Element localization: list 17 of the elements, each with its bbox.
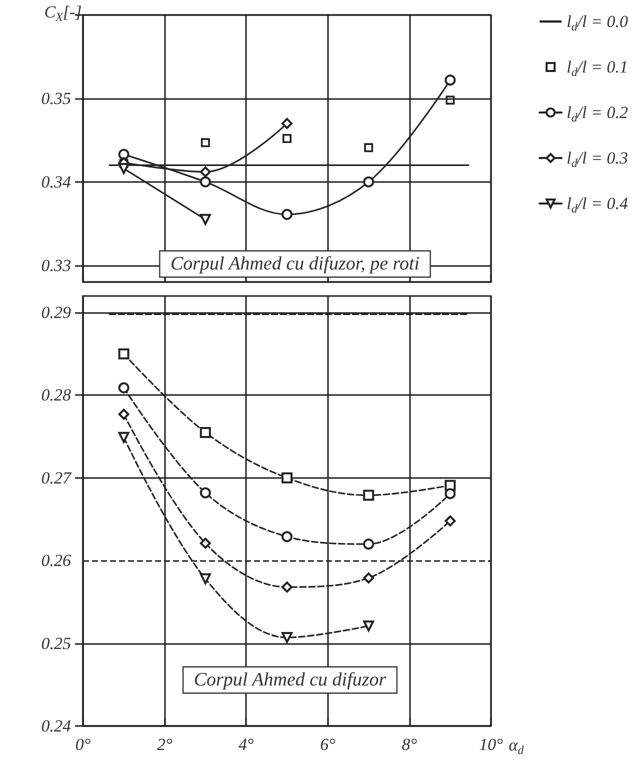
- y-tick-label: 0.28: [41, 386, 72, 405]
- y-tick-label: 0.29: [41, 303, 72, 322]
- x-tick-label: 4°: [238, 735, 254, 754]
- y-tick-label: 0.34: [41, 172, 72, 192]
- y-tick-label: 0.25: [41, 634, 71, 653]
- y-tick-label: 0.26: [41, 551, 72, 570]
- annotation: Corpul Ahmed cu difuzor, pe roti: [170, 254, 420, 274]
- annotation: Corpul Ahmed cu difuzor: [194, 670, 387, 690]
- x-tick-label: 6°: [320, 735, 336, 754]
- x-tick-label: 10°: [479, 735, 504, 754]
- y-tick-label: 0.24: [41, 716, 72, 736]
- x-tick-label: 0°: [75, 735, 91, 754]
- y-tick-label: 0.27: [41, 468, 72, 488]
- y-tick-label: 0.33: [41, 256, 71, 275]
- y-tick-label: 0.35: [41, 88, 71, 108]
- x-tick-label: 2°: [156, 735, 172, 754]
- x-tick-label: 8°: [402, 735, 418, 754]
